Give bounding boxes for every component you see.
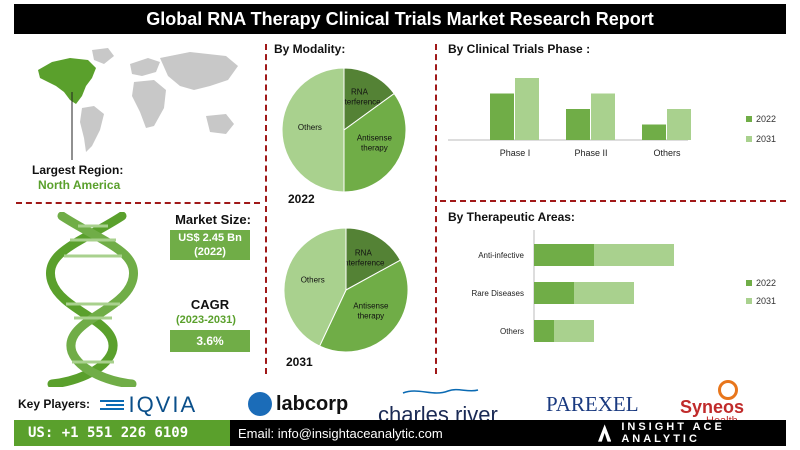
pie-label-rna-interference: RNA interference [338, 88, 381, 107]
modality-year-2022: 2022 [288, 192, 315, 206]
labcorp-logo: labcorp [248, 392, 348, 416]
australia-shape [206, 114, 234, 134]
bar-phase-ii-2022 [566, 109, 590, 140]
modality-pie-2022: RNA interference Antisense therapy Others [281, 67, 407, 193]
therapeutic-title: By Therapeutic Areas: [448, 210, 575, 224]
bar-others-2022 [534, 320, 554, 342]
largest-region-label: Largest Region: [32, 163, 124, 177]
therapeutic-bar-chart: Anti-infective Rare Diseases Others 2022 203… [472, 230, 776, 342]
bar-others-2031 [554, 320, 594, 342]
legend-swatch-2022 [746, 280, 752, 286]
phase-title: By Clinical Trials Phase : [448, 42, 591, 56]
category-label-others: Others [653, 148, 681, 158]
bar-anti-infective-2031 [594, 244, 674, 266]
bar-rare-diseases-2022 [534, 282, 574, 304]
pie-slice-others [281, 67, 345, 193]
legend-swatch-2031 [746, 136, 752, 142]
parexel-logo: PAREXEL [546, 392, 639, 417]
divider-region [16, 202, 260, 204]
divider-left [265, 44, 267, 374]
modality-year-2031: 2031 [286, 355, 313, 369]
footer-phone: US: +1 551 226 6109 [14, 420, 230, 446]
bar-phase-i-2022 [490, 93, 514, 140]
footer-email: Email: info@insightaceanalytic.com [238, 425, 443, 441]
category-label-phase-ii: Phase II [574, 148, 607, 158]
bar-anti-infective-2022 [534, 244, 594, 266]
bar-others-2031 [667, 109, 691, 140]
dna-helix-illustration [45, 212, 139, 387]
pie-label-antisense-therapy: Antisense therapy [353, 301, 389, 320]
category-label-others: Others [500, 327, 524, 336]
pie-slice-rna-interference [343, 67, 395, 131]
greenland-shape [92, 48, 114, 64]
cagr-value: 3.6% [196, 334, 224, 348]
legend-label-2031: 2031 [756, 134, 776, 144]
pie-slice-others [283, 227, 347, 347]
category-label-rare-diseases: Rare Diseases [472, 289, 524, 298]
cagr-box: 3.6% [170, 330, 250, 352]
pie-label-rna-interference: RNA interference [342, 249, 385, 268]
bar-phase-i-2031 [515, 78, 539, 140]
iqvia-logo: IQVIA [100, 392, 197, 418]
pie-label-others: Others [301, 276, 325, 285]
parexel-logo-text: PAREXEL [546, 392, 639, 416]
asia-shape [160, 52, 238, 90]
footer-brand: INSIGHT ACE ANALYTIC [598, 420, 800, 446]
largest-region-value: North America [38, 178, 121, 192]
pie-slice-rna-interference [345, 227, 402, 291]
pie-label-others: Others [298, 123, 322, 132]
syneos-logo-text: Syneos [680, 397, 745, 417]
labcorp-logo-text: labcorp [276, 392, 349, 415]
legend-swatch-2031 [746, 298, 752, 304]
bar-phase-ii-2031 [591, 93, 615, 140]
report-title: Global RNA Therapy Clinical Trials Marke… [14, 4, 786, 34]
south-america-shape [80, 106, 104, 152]
modality-pie-2031: RNA interference Antisense therapy Others [283, 227, 409, 353]
market-size-label: Market Size: [175, 212, 251, 227]
legend-label-2022: 2022 [756, 278, 776, 288]
pie-label-antisense-therapy: Antisense therapy [357, 133, 393, 152]
modality-title: By Modality: [274, 42, 346, 56]
market-size-year: (2022) [194, 246, 226, 258]
divider-phase [440, 200, 786, 202]
pie-slice-antisense-therapy [318, 259, 409, 353]
divider-right [435, 44, 437, 374]
africa-shape [132, 80, 166, 128]
market-size-box: US$ 2.45 Bn (2022) [170, 230, 250, 260]
north-america-shape [38, 58, 96, 104]
category-label-anti-infective: Anti-infective [478, 251, 524, 260]
brand-logo-icon [598, 424, 612, 442]
bar-others-2022 [642, 124, 666, 140]
key-players-label: Key Players: [18, 397, 91, 411]
cagr-period: (2023-2031) [176, 314, 236, 326]
bar-rare-diseases-2031 [574, 282, 634, 304]
world-map [38, 48, 238, 160]
pie-slice-antisense-therapy [343, 92, 407, 193]
cagr-label: CAGR [190, 297, 230, 312]
category-label-phase-i: Phase I [500, 148, 531, 158]
legend-label-2031: 2031 [756, 296, 776, 306]
footer-brand-text: INSIGHT ACE ANALYTIC [621, 421, 725, 445]
legend-label-2022: 2022 [756, 114, 776, 124]
phase-bar-chart: Phase I Phase II Others 2022 2031 [448, 78, 776, 158]
market-size-value: US$ 2.45 Bn [178, 232, 242, 244]
legend-swatch-2022 [746, 116, 752, 122]
iqvia-logo-text: IQVIA [128, 392, 198, 417]
europe-shape [130, 58, 160, 76]
